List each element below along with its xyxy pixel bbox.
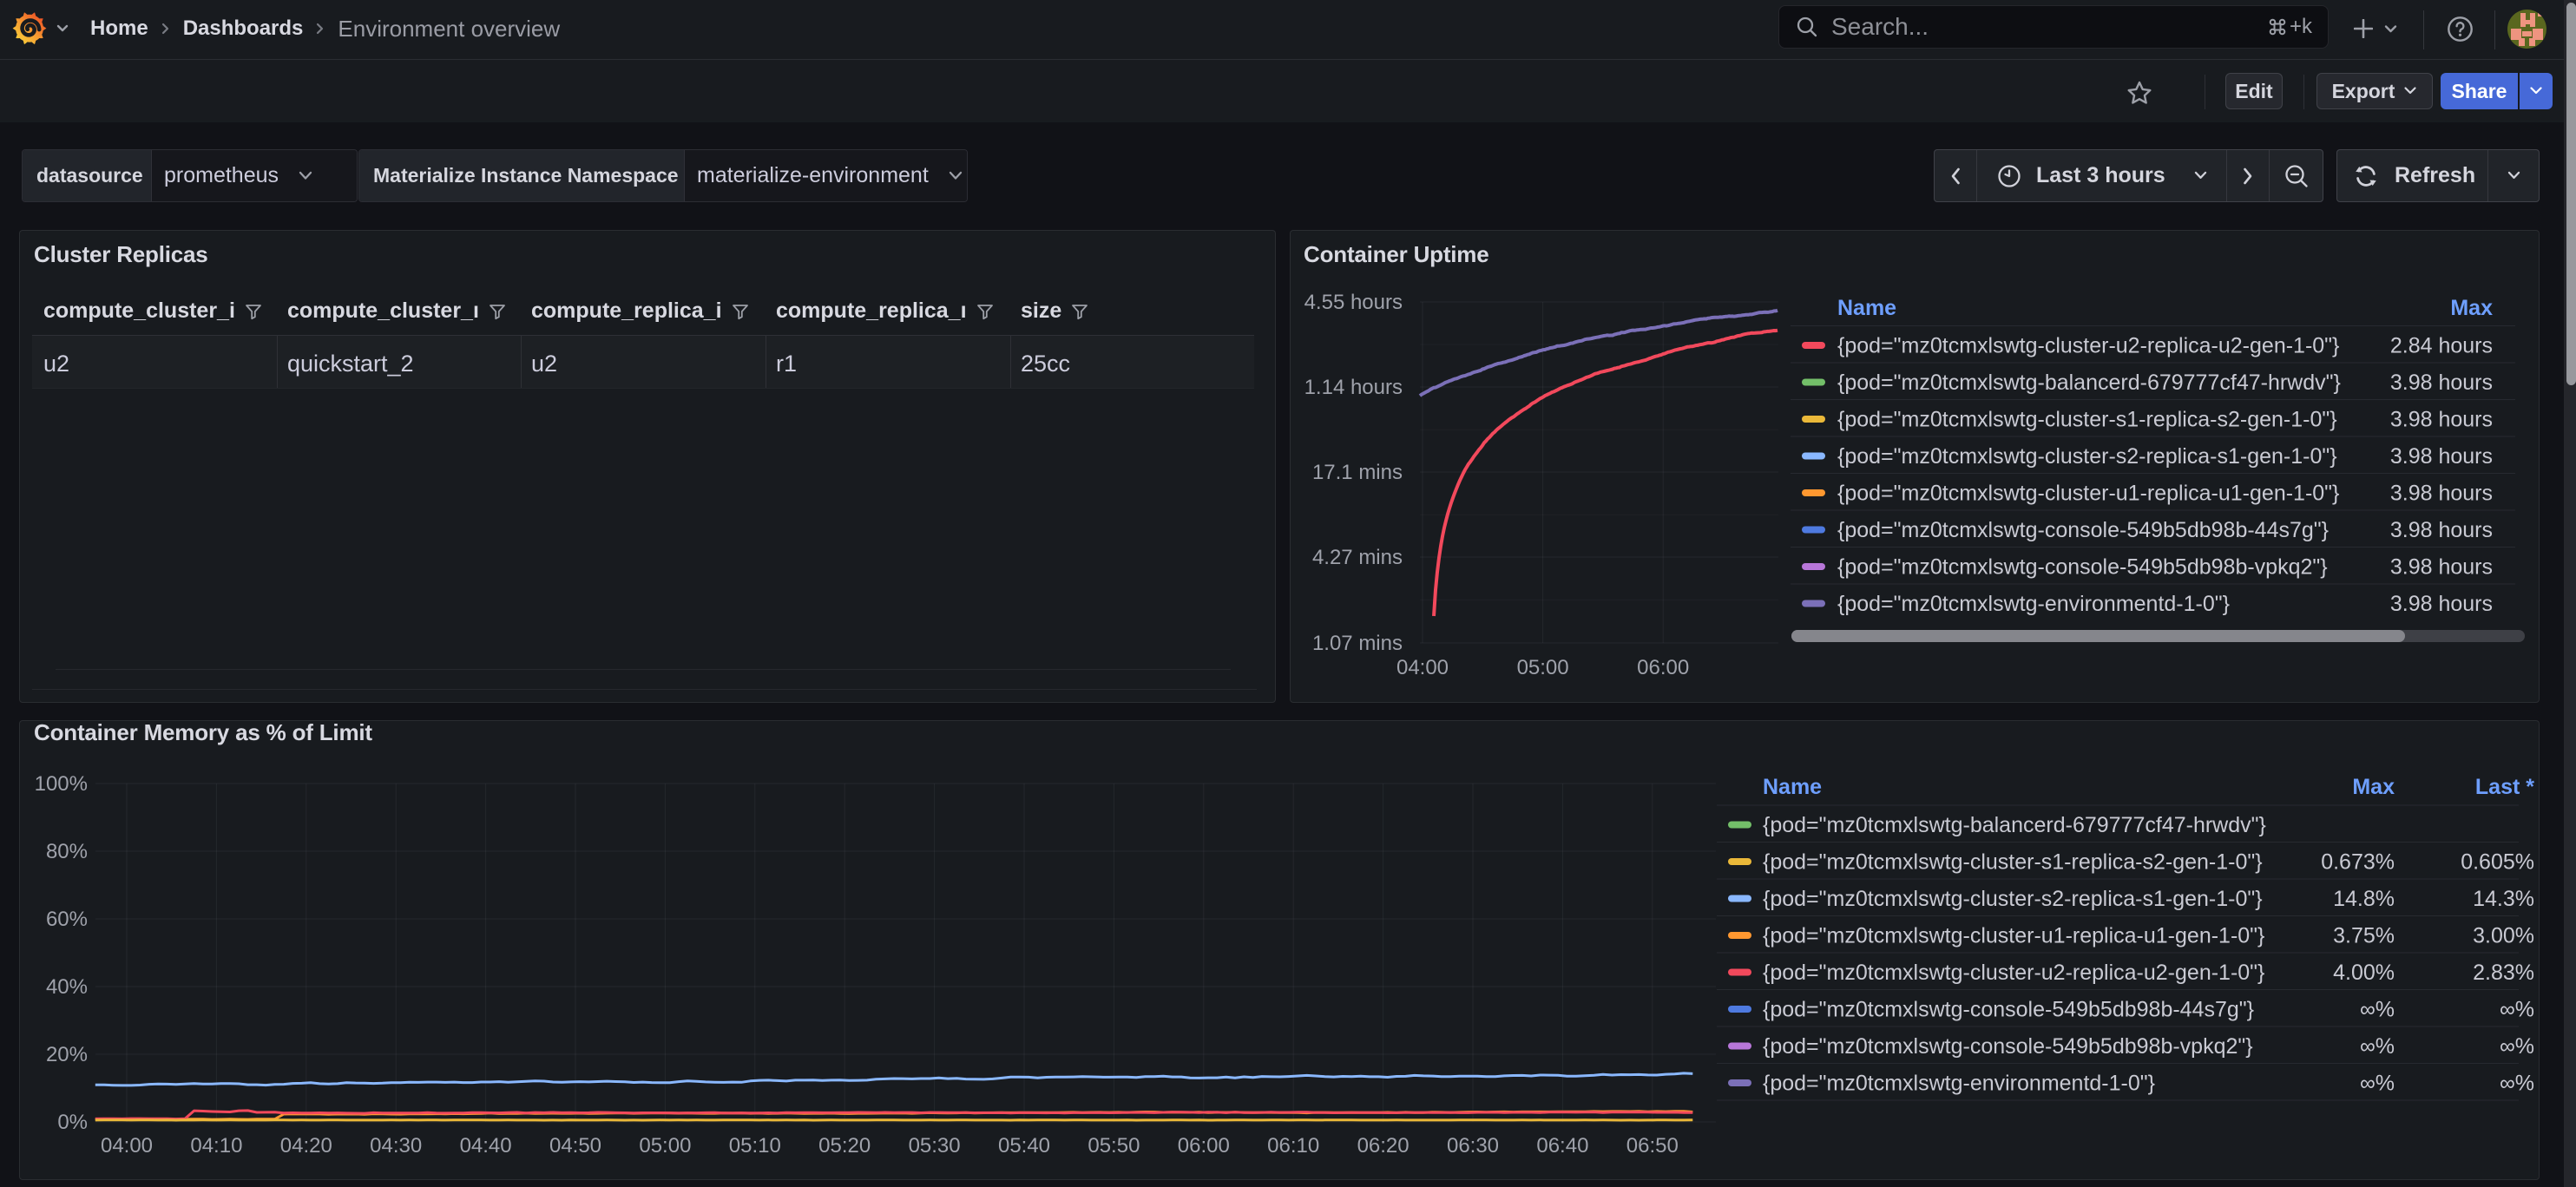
- svg-text:3.75%: 3.75%: [2333, 924, 2395, 948]
- svg-text:04:00: 04:00: [1396, 656, 1449, 679]
- svg-text:∞%: ∞%: [2500, 1034, 2534, 1059]
- svg-text:Name: Name: [1837, 296, 1896, 320]
- svg-text:∞%: ∞%: [2500, 998, 2534, 1022]
- svg-text:0.605%: 0.605%: [2461, 850, 2534, 875]
- svg-text:40%: 40%: [46, 975, 88, 999]
- svg-text:20%: 20%: [46, 1043, 88, 1066]
- svg-text:{pod="mz0tcmxlswtg-cluster-s1-: {pod="mz0tcmxlswtg-cluster-s1-replica-s2…: [1837, 408, 2337, 432]
- svg-text:∞%: ∞%: [2360, 1072, 2395, 1096]
- svg-text:∞%: ∞%: [2500, 1072, 2534, 1096]
- svg-text:4.00%: 4.00%: [2333, 961, 2395, 985]
- svg-text:3.98 hours: 3.98 hours: [2390, 592, 2493, 616]
- svg-text:60%: 60%: [46, 908, 88, 931]
- svg-text:{pod="mz0tcmxlswtg-cluster-s2-: {pod="mz0tcmxlswtg-cluster-s2-replica-s1…: [1837, 444, 2337, 469]
- svg-text:Name: Name: [1763, 775, 1822, 799]
- svg-text:4.27 mins: 4.27 mins: [1312, 546, 1403, 569]
- svg-text:Last *: Last *: [2475, 775, 2534, 799]
- svg-text:{pod="mz0tcmxlswtg-environment: {pod="mz0tcmxlswtg-environmentd-1-0"}: [1763, 1072, 2155, 1096]
- svg-text:3.98 hours: 3.98 hours: [2390, 444, 2493, 469]
- svg-text:06:00: 06:00: [1178, 1134, 1230, 1157]
- svg-text:{pod="mz0tcmxlswtg-cluster-u2-: {pod="mz0tcmxlswtg-cluster-u2-replica-u2…: [1763, 961, 2264, 985]
- svg-text:{pod="mz0tcmxlswtg-console-549: {pod="mz0tcmxlswtg-console-549b5db98b-vp…: [1763, 1034, 2253, 1059]
- svg-text:2.83%: 2.83%: [2473, 961, 2534, 985]
- svg-text:04:30: 04:30: [370, 1134, 422, 1157]
- svg-text:0%: 0%: [57, 1111, 88, 1134]
- svg-text:3.00%: 3.00%: [2473, 924, 2534, 948]
- svg-text:3.98 hours: 3.98 hours: [2390, 408, 2493, 432]
- svg-text:{pod="mz0tcmxlswtg-console-549: {pod="mz0tcmxlswtg-console-549b5db98b-vp…: [1837, 555, 2328, 580]
- svg-text:06:50: 06:50: [1626, 1134, 1679, 1157]
- svg-text:Max: Max: [2450, 296, 2493, 320]
- svg-text:{pod="mz0tcmxlswtg-cluster-s2-: {pod="mz0tcmxlswtg-cluster-s2-replica-s1…: [1763, 887, 2263, 911]
- svg-text:{pod="mz0tcmxlswtg-cluster-u1-: {pod="mz0tcmxlswtg-cluster-u1-replica-u1…: [1837, 482, 2339, 506]
- svg-text:06:20: 06:20: [1357, 1134, 1410, 1157]
- svg-text:04:40: 04:40: [460, 1134, 512, 1157]
- svg-text:0.673%: 0.673%: [2321, 850, 2395, 875]
- svg-text:1.07 mins: 1.07 mins: [1312, 632, 1403, 655]
- svg-text:80%: 80%: [46, 840, 88, 863]
- svg-text:3.98 hours: 3.98 hours: [2390, 371, 2493, 395]
- svg-text:14.8%: 14.8%: [2333, 887, 2395, 911]
- svg-text:04:00: 04:00: [101, 1134, 153, 1157]
- svg-text:{pod="mz0tcmxlswtg-balancerd-6: {pod="mz0tcmxlswtg-balancerd-679777cf47-…: [1837, 371, 2341, 395]
- svg-text:05:20: 05:20: [818, 1134, 871, 1157]
- svg-text:06:00: 06:00: [1637, 656, 1689, 679]
- svg-text:∞%: ∞%: [2360, 998, 2395, 1022]
- svg-text:{pod="mz0tcmxlswtg-cluster-u2-: {pod="mz0tcmxlswtg-cluster-u2-replica-u2…: [1837, 334, 2339, 358]
- svg-text:04:20: 04:20: [280, 1134, 332, 1157]
- svg-text:14.3%: 14.3%: [2473, 887, 2534, 911]
- svg-text:{pod="mz0tcmxlswtg-console-549: {pod="mz0tcmxlswtg-console-549b5db98b-44…: [1837, 518, 2329, 542]
- svg-text:4.55 hours: 4.55 hours: [1304, 291, 1403, 314]
- svg-text:3.98 hours: 3.98 hours: [2390, 518, 2493, 542]
- svg-text:1.14 hours: 1.14 hours: [1304, 376, 1403, 399]
- svg-text:05:00: 05:00: [1517, 656, 1569, 679]
- svg-text:05:10: 05:10: [729, 1134, 781, 1157]
- svg-text:{pod="mz0tcmxlswtg-environment: {pod="mz0tcmxlswtg-environmentd-1-0"}: [1837, 592, 2230, 616]
- svg-text:04:10: 04:10: [190, 1134, 242, 1157]
- svg-text:05:30: 05:30: [909, 1134, 961, 1157]
- svg-text:06:30: 06:30: [1447, 1134, 1499, 1157]
- svg-text:{pod="mz0tcmxlswtg-cluster-u1-: {pod="mz0tcmxlswtg-cluster-u1-replica-u1…: [1763, 924, 2264, 948]
- svg-text:04:50: 04:50: [549, 1134, 601, 1157]
- svg-text:05:40: 05:40: [998, 1134, 1050, 1157]
- svg-text:05:50: 05:50: [1088, 1134, 1140, 1157]
- svg-text:3.98 hours: 3.98 hours: [2390, 555, 2493, 580]
- svg-text:06:10: 06:10: [1267, 1134, 1319, 1157]
- svg-text:Max: Max: [2352, 775, 2395, 799]
- svg-text:06:40: 06:40: [1536, 1134, 1588, 1157]
- svg-text:100%: 100%: [35, 772, 88, 796]
- svg-text:∞%: ∞%: [2360, 1034, 2395, 1059]
- svg-text:05:00: 05:00: [639, 1134, 691, 1157]
- svg-text:{pod="mz0tcmxlswtg-cluster-s1-: {pod="mz0tcmxlswtg-cluster-s1-replica-s2…: [1763, 850, 2263, 875]
- svg-text:3.98 hours: 3.98 hours: [2390, 482, 2493, 506]
- svg-text:{pod="mz0tcmxlswtg-console-549: {pod="mz0tcmxlswtg-console-549b5db98b-44…: [1763, 998, 2254, 1022]
- svg-text:2.84 hours: 2.84 hours: [2390, 334, 2493, 358]
- svg-text:{pod="mz0tcmxlswtg-balancerd-6: {pod="mz0tcmxlswtg-balancerd-679777cf47-…: [1763, 813, 2266, 837]
- svg-text:17.1 mins: 17.1 mins: [1312, 461, 1403, 484]
